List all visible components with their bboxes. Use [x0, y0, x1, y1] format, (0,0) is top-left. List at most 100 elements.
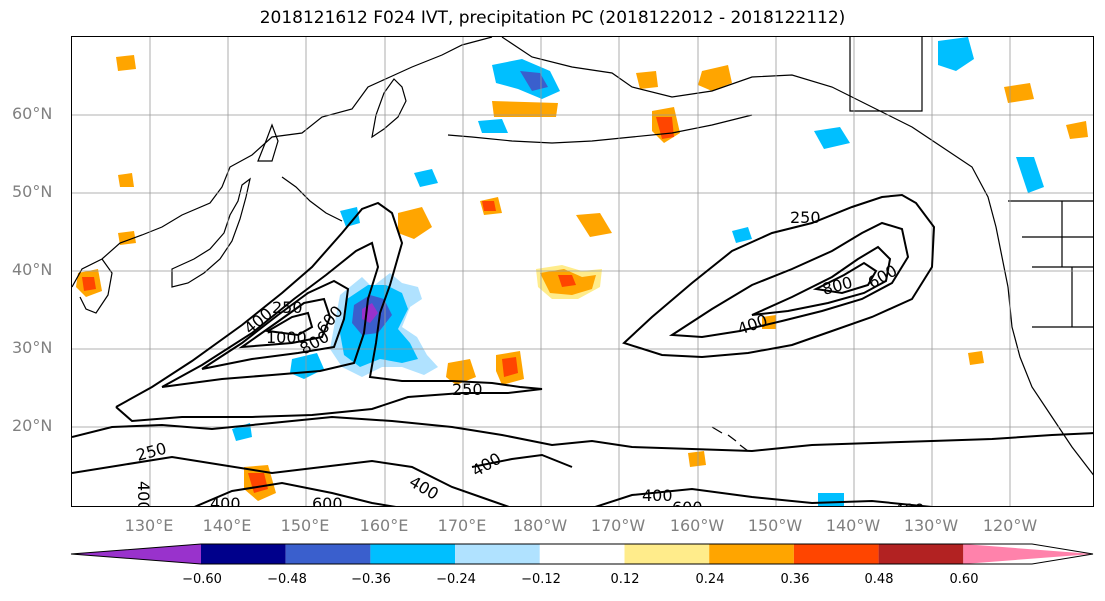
pc-positive-region — [688, 451, 706, 467]
lon-label: 170°W — [590, 516, 646, 535]
pc-negative-region — [414, 169, 438, 187]
pc-negative-region — [478, 119, 508, 133]
colorbar-tick: 0.12 — [610, 572, 640, 587]
colorbar-swatch — [370, 544, 456, 564]
lon-label: 160°W — [669, 516, 725, 535]
colorbar-swatch — [709, 544, 794, 564]
colorbar-tick: −0.48 — [267, 572, 307, 587]
colorbar-tick: 0.60 — [949, 572, 979, 587]
ivt-contour-south — [72, 415, 1093, 453]
kamchatka-coastline — [371, 78, 407, 139]
contour-label: 250 — [272, 298, 303, 317]
colorbar-swatch — [793, 544, 879, 564]
pc-positive-region — [576, 213, 612, 237]
asia-coastline — [72, 37, 493, 288]
contour-label: 600 — [312, 494, 343, 507]
pc-negative-region — [732, 227, 752, 243]
colorbar-swatch — [624, 544, 710, 564]
colorbar-swatches — [70, 543, 1094, 565]
lon-label: 120°W — [982, 516, 1038, 535]
japan-coastline — [171, 177, 251, 288]
contour-label: 400 — [134, 481, 153, 507]
pc-negative-region — [938, 37, 974, 71]
pc-positive-region — [118, 173, 134, 187]
pc-positive-region — [398, 207, 432, 239]
sakhalin-coastline — [257, 123, 279, 162]
contour-label: 400 — [469, 449, 505, 481]
pc-positive-region — [116, 55, 136, 71]
contour-label: 1000 — [266, 328, 307, 347]
contour-label: 400 — [210, 494, 241, 507]
lon-label: 150°W — [747, 516, 803, 535]
pc-positive-region — [636, 71, 658, 89]
contour-label: 600 — [672, 498, 703, 507]
ivt-contour-400-far — [471, 453, 573, 468]
map-panel: 250 400 1000 800 600 250 400 600 400 250… — [71, 36, 1094, 507]
hawaii-islands — [711, 426, 749, 452]
colorbar-swatch — [455, 544, 540, 564]
lon-label: 150°E — [280, 516, 330, 535]
pc-positive-region — [968, 351, 984, 365]
colorbar-tick: −0.24 — [436, 572, 476, 587]
ivt-contour-600-east — [751, 245, 892, 316]
ivt-contour-1000-west — [264, 311, 314, 337]
lat-label-50n: 50°N — [12, 182, 53, 201]
pc-positive-region — [482, 201, 496, 211]
ivt-contours — [72, 193, 1093, 506]
lat-label-60n: 60°N — [12, 104, 53, 123]
ivt-contour-400-west — [161, 241, 380, 388]
pc-positive-region — [698, 65, 732, 91]
colorbar-swatch — [963, 544, 1093, 564]
pc-positive-region — [558, 275, 576, 287]
ivt-contour-250-west — [115, 201, 543, 423]
north-america-coastline — [1007, 286, 1093, 476]
lon-label: 180°W — [512, 516, 568, 535]
graticule — [72, 37, 1093, 506]
colorbar-tick: −0.12 — [521, 572, 561, 587]
colorbar-swatch — [71, 544, 201, 564]
lat-label-40n: 40°N — [12, 260, 53, 279]
contour-label: 800 — [820, 273, 854, 299]
contour-label: 400 — [642, 486, 673, 505]
canada-border — [849, 37, 923, 112]
pc-negative-region — [814, 127, 850, 149]
lon-label: 130°E — [124, 516, 174, 535]
colorbar-tick: −0.60 — [182, 572, 222, 587]
contour-label: 400 — [406, 472, 442, 504]
ivt-contour-800-west — [238, 297, 332, 349]
colorbar-tick: 0.48 — [864, 572, 894, 587]
ivt-contour-labels: 250 400 1000 800 600 250 400 600 400 250… — [134, 208, 925, 507]
kuril-islands — [281, 176, 343, 222]
colorbar-swatch — [539, 544, 625, 564]
lon-label: 140°W — [825, 516, 881, 535]
contour-label: 400 — [894, 500, 925, 507]
contour-label: 250 — [452, 380, 483, 399]
ivt-contour-600-west — [201, 279, 350, 370]
lon-label: 130°W — [903, 516, 959, 535]
ivt-contour-800-east — [812, 261, 878, 295]
pc-positive-region — [446, 359, 476, 385]
map-title: 2018121612 F024 IVT, precipitation PC (2… — [259, 8, 846, 28]
contour-label: 400 — [735, 310, 770, 338]
alaska-coastline — [501, 37, 1009, 288]
coastlines — [72, 37, 1093, 476]
lon-label: 160°E — [359, 516, 409, 535]
pc-negative-region — [340, 207, 360, 227]
colorbar-tick: 0.24 — [695, 572, 725, 587]
pc-positive-region — [1004, 83, 1034, 103]
ivt-contour-400-right — [594, 487, 933, 506]
pc-positive-region — [502, 357, 518, 377]
lat-label-20n: 20°N — [12, 416, 53, 435]
map-canvas: 250 400 1000 800 600 250 400 600 400 250… — [72, 37, 1093, 507]
pc-negative-region — [818, 493, 844, 506]
ivt-contour-400-east — [668, 221, 910, 339]
pc-negative-region — [1016, 157, 1044, 193]
ivt-contour-400-south — [72, 455, 510, 506]
lon-label: 140°E — [202, 516, 252, 535]
colorbar-tick: −0.36 — [351, 572, 391, 587]
pc-positive-region — [1066, 121, 1088, 139]
colorbar — [70, 543, 1094, 565]
colorbar-outline — [70, 543, 1094, 565]
us-state-lines — [1022, 201, 1093, 328]
contour-label: 250 — [790, 208, 821, 227]
